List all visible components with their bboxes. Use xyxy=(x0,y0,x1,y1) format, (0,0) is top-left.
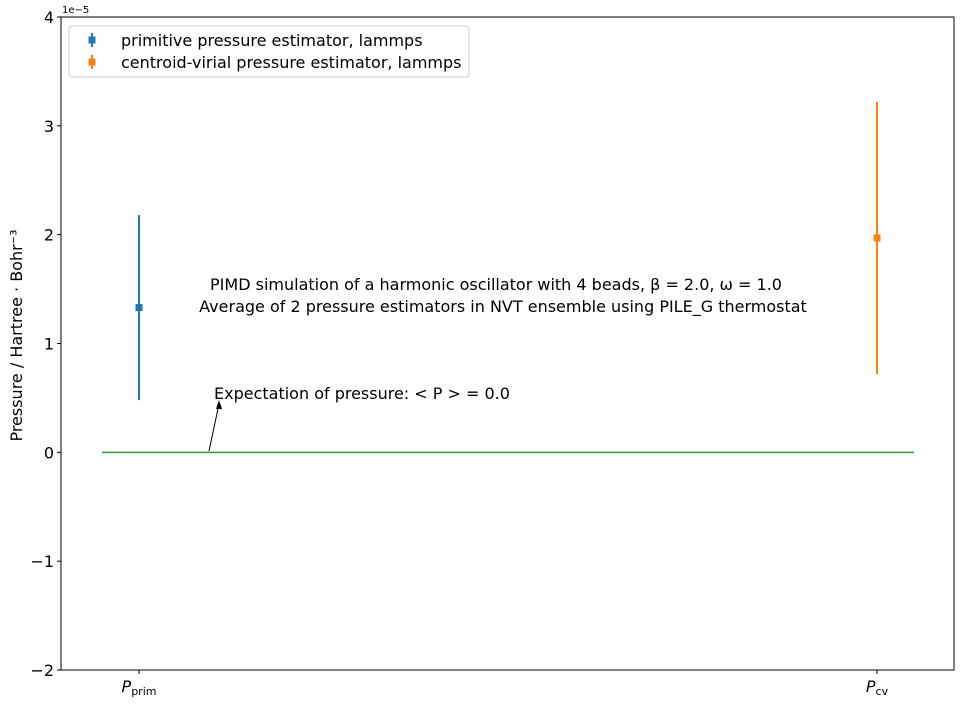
legend: primitive pressure estimator, lammps cent… xyxy=(68,25,470,78)
y-tick-label: −1 xyxy=(30,552,54,571)
y-tick-label: 0 xyxy=(44,443,54,462)
y-tick-label: 2 xyxy=(44,226,54,245)
data-point xyxy=(135,304,143,312)
x-tick-label: Pcv xyxy=(866,677,889,698)
annotation-arrow-head xyxy=(216,400,222,409)
legend-marker xyxy=(88,58,96,66)
legend-label: primitive pressure estimator, lammps xyxy=(121,31,423,50)
y-ticks: −2 −1 0 1 2 3 4 xyxy=(30,8,61,680)
legend-label: centroid-virial pressure estimator, lamm… xyxy=(121,53,462,72)
y-tick-label: −2 xyxy=(30,661,54,680)
legend-item: centroid-virial pressure estimator, lamm… xyxy=(88,53,462,72)
annotation-title: PIMD simulation of a harmonic oscillator… xyxy=(210,275,782,294)
y-axis-label: Pressure / Hartree · Bohr⁻³ xyxy=(7,229,26,441)
expectation-annotation: Expectation of pressure: < P > = 0.0 xyxy=(214,384,510,403)
y-tick-label: 3 xyxy=(44,117,54,136)
annotation-arrow xyxy=(208,403,220,452)
y-tick-label: 4 xyxy=(44,8,54,27)
annotation-subtitle: Average of 2 pressure estimators in NVT … xyxy=(199,297,807,317)
y-offset-label: 1e−5 xyxy=(62,5,89,16)
x-ticks: Pprim Pcv xyxy=(122,670,889,698)
x-tick-label: Pprim xyxy=(122,677,157,698)
chart-marks xyxy=(102,101,914,454)
plot-frame xyxy=(60,16,955,671)
y-tick-label: 1 xyxy=(44,335,54,354)
legend-item: primitive pressure estimator, lammps xyxy=(88,31,423,50)
legend-marker xyxy=(88,36,96,44)
legend-box xyxy=(68,25,470,78)
data-point xyxy=(873,234,881,242)
